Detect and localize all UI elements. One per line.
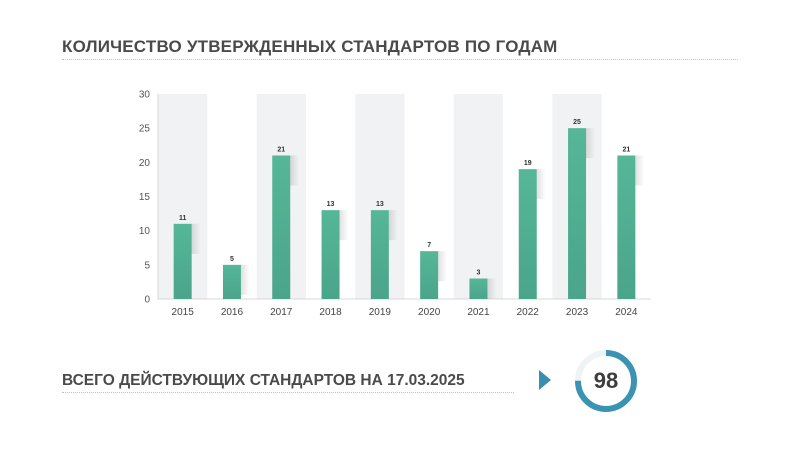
chart-title: КОЛИЧЕСТВО УТВЕРЖДЕННЫХ СТАНДАРТОВ ПО ГО… (62, 37, 558, 56)
x-tick-label: 2024 (615, 307, 638, 318)
bar-value-label: 3 (476, 270, 480, 277)
title-divider (62, 59, 738, 60)
bar (469, 278, 488, 299)
bar-shadow (290, 155, 300, 186)
x-tick-label: 2019 (369, 307, 392, 318)
x-tick-label: 2015 (172, 307, 195, 318)
x-tick-label: 2020 (418, 307, 441, 318)
y-tick-label: 25 (139, 124, 151, 135)
y-tick-label: 15 (139, 192, 151, 203)
bar (568, 128, 587, 299)
x-tick-label: 2018 (319, 307, 342, 318)
bar (518, 169, 537, 299)
x-tick-label: 2017 (270, 307, 293, 318)
y-tick-label: 20 (139, 158, 151, 169)
bar-shadow (438, 251, 448, 282)
bar (420, 251, 439, 299)
bar-shadow (635, 155, 645, 186)
bar-shadow (388, 210, 398, 241)
total-standards-label: ВСЕГО ДЕЙСТВУЮЩИХ СТАНДАРТОВ НА 17.03.20… (62, 372, 465, 389)
x-tick-label: 2023 (566, 307, 589, 318)
bar-value-label: 25 (573, 119, 581, 126)
bar-value-label: 13 (327, 201, 335, 208)
bar-shadow (240, 264, 250, 295)
bars: 11 5 21 13 13 7 3 19 25 21 (173, 119, 645, 299)
gauge-arc (575, 350, 637, 412)
bar-value-label: 7 (427, 242, 431, 249)
bar-shadow (586, 128, 596, 159)
total-gauge (575, 350, 637, 412)
x-tick-label: 2016 (221, 307, 244, 318)
y-tick-label: 30 (139, 90, 151, 101)
y-ticks: 0 5 10 15 20 25 30 (139, 90, 151, 306)
x-ticks: 2015 2016 2017 2018 2019 2020 2021 2022 2023 2024 (172, 307, 638, 318)
y-tick-label: 0 (144, 295, 150, 306)
bar (617, 155, 636, 299)
x-tick-label: 2021 (467, 307, 490, 318)
total-divider (62, 392, 514, 393)
bar-shadow (487, 278, 497, 299)
bar (173, 223, 192, 299)
bar (370, 210, 389, 299)
column-band (453, 94, 504, 299)
arrow-right-icon (539, 370, 551, 390)
y-tick-label: 5 (144, 260, 150, 271)
bar-value-label: 19 (524, 160, 532, 167)
y-tick-label: 10 (139, 226, 151, 237)
bar-value-label: 5 (230, 256, 234, 263)
x-tick-label: 2022 (517, 307, 540, 318)
bar (272, 155, 291, 299)
bar (321, 210, 340, 299)
bar-value-label: 13 (376, 201, 384, 208)
bar-value-label: 11 (179, 215, 187, 222)
bar-value-label: 21 (277, 147, 285, 154)
column-bands (158, 94, 602, 299)
bar-value-label: 21 (622, 147, 630, 154)
bar-shadow (339, 210, 349, 241)
bar-shadow (536, 169, 546, 200)
total-standards-value: 98 (593, 368, 619, 393)
bar (222, 264, 241, 299)
bar-shadow (191, 223, 201, 254)
